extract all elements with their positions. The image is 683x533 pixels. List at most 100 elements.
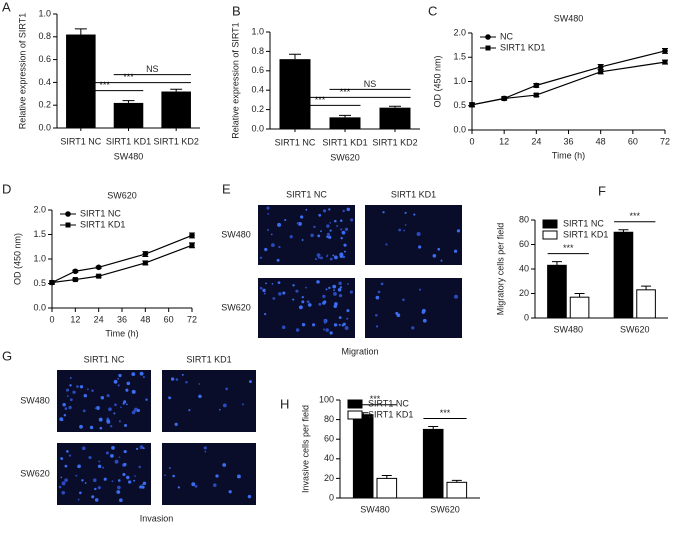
cell	[346, 283, 349, 285]
cell	[301, 300, 305, 304]
cell	[139, 445, 144, 450]
y-axis-label: OD (450 nm)	[12, 233, 22, 285]
cell	[295, 328, 300, 332]
panel-letter: B	[232, 3, 241, 18]
marker	[533, 92, 539, 98]
cell	[236, 474, 241, 479]
cell	[418, 245, 422, 249]
cell	[198, 394, 202, 399]
cell	[282, 291, 286, 295]
cell	[277, 222, 282, 227]
cell	[79, 385, 84, 389]
cell	[346, 207, 350, 212]
cell	[170, 377, 175, 381]
y-tick-label: 0.8	[251, 46, 264, 56]
significance-label: ***	[315, 95, 326, 105]
marker	[95, 264, 102, 271]
significance-label: ***	[629, 211, 640, 221]
y-tick-label: 1.5	[453, 52, 466, 62]
bar	[569, 296, 590, 319]
cell	[110, 454, 114, 458]
x-tick-label: 12	[70, 314, 80, 324]
cell	[198, 383, 201, 385]
cell	[69, 398, 73, 402]
cell	[123, 462, 127, 467]
cell	[323, 319, 327, 323]
cell	[342, 209, 345, 213]
cell	[61, 481, 66, 486]
cell	[272, 297, 276, 300]
chart-title: SW620	[107, 190, 137, 200]
significance-label: ***	[563, 243, 574, 253]
cell	[333, 255, 338, 260]
bar	[422, 428, 444, 499]
y-tick-label: 0	[329, 492, 334, 502]
cell	[97, 464, 102, 469]
cell	[338, 281, 342, 286]
cell	[83, 393, 88, 398]
cell	[305, 286, 307, 289]
cell	[328, 208, 331, 211]
y-tick-label: 40	[519, 263, 529, 273]
cell	[118, 456, 121, 459]
cell	[142, 376, 145, 379]
cell	[284, 218, 287, 222]
row-label: SW620	[221, 302, 251, 312]
cell	[341, 324, 345, 327]
x-tick-label: SIRT1 KD2	[372, 137, 417, 147]
cell	[66, 450, 69, 453]
significance-label: ***	[370, 394, 381, 404]
cell	[218, 408, 221, 411]
cell	[323, 300, 327, 304]
cell	[76, 385, 79, 388]
cell	[343, 243, 347, 247]
cell	[126, 381, 131, 386]
marker	[598, 69, 604, 75]
cell	[134, 475, 136, 477]
x-tick-label: 36	[563, 136, 573, 146]
x-tick-label: 72	[187, 314, 197, 324]
bar	[636, 289, 656, 319]
cell	[82, 409, 86, 413]
marker	[49, 280, 55, 286]
cell	[326, 235, 329, 238]
cell	[333, 323, 338, 327]
row-label: SW620	[20, 468, 50, 478]
y-tick-label: 80	[324, 414, 334, 424]
cell	[172, 474, 175, 478]
column-label: SIRT1 KD1	[391, 189, 436, 199]
y-axis-label: Relative expression of SIRT1	[17, 13, 27, 129]
x-tick-label: SIRT1 NC	[275, 137, 316, 147]
panel-letter: A	[2, 0, 11, 14]
cell	[131, 389, 136, 394]
x-tick-label: 60	[164, 314, 174, 324]
legend-swatch	[542, 230, 558, 240]
cell	[296, 222, 300, 225]
cell	[292, 284, 295, 287]
cell	[106, 419, 111, 424]
x-tick-label: SW480	[553, 324, 583, 334]
cell	[97, 486, 101, 490]
cell	[117, 479, 121, 482]
caption: Migration	[341, 346, 378, 356]
cell	[142, 481, 147, 485]
x-tick-label: SIRT1 KD1	[322, 137, 367, 147]
marker	[662, 59, 668, 65]
cell	[382, 211, 385, 214]
cell	[63, 413, 67, 417]
cell	[94, 487, 97, 491]
cell	[437, 247, 441, 251]
cell	[418, 288, 422, 291]
cell	[125, 388, 129, 392]
cell	[338, 293, 343, 298]
cell	[249, 380, 252, 384]
y-tick-label: 0.0	[33, 302, 46, 312]
cell	[247, 494, 252, 499]
cell	[118, 373, 122, 378]
cell	[64, 478, 68, 483]
cell	[174, 422, 178, 426]
cell	[329, 331, 333, 335]
marker	[469, 102, 475, 108]
y-tick-label: 20	[519, 288, 529, 298]
cell	[228, 490, 232, 494]
